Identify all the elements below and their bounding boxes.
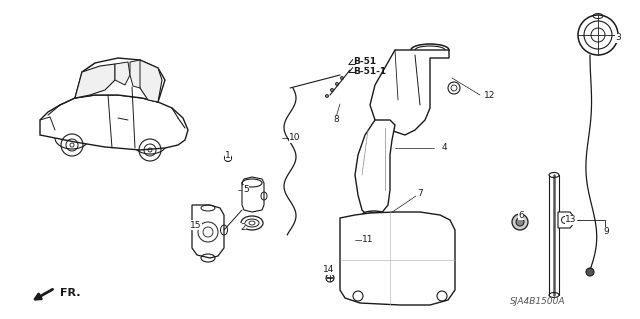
Polygon shape xyxy=(40,95,188,150)
Polygon shape xyxy=(130,60,140,88)
Text: 4: 4 xyxy=(441,144,447,152)
Text: 6: 6 xyxy=(518,211,524,219)
Text: FR.: FR. xyxy=(60,288,81,298)
Polygon shape xyxy=(135,60,162,102)
Text: 11: 11 xyxy=(362,235,374,244)
Polygon shape xyxy=(75,64,115,98)
Polygon shape xyxy=(242,177,264,212)
Polygon shape xyxy=(370,50,449,135)
Text: B-51-1: B-51-1 xyxy=(353,66,386,76)
Text: B-51: B-51 xyxy=(353,57,376,66)
Circle shape xyxy=(335,83,339,85)
Circle shape xyxy=(578,15,618,55)
Circle shape xyxy=(326,94,328,98)
Circle shape xyxy=(227,157,230,160)
Polygon shape xyxy=(355,120,395,218)
Polygon shape xyxy=(192,205,224,258)
Text: 8: 8 xyxy=(333,115,339,124)
Text: 12: 12 xyxy=(484,91,496,100)
Text: SJA4B1500A: SJA4B1500A xyxy=(510,298,566,307)
Circle shape xyxy=(516,218,524,226)
Circle shape xyxy=(512,214,528,230)
Circle shape xyxy=(330,88,333,92)
Polygon shape xyxy=(558,212,575,228)
Text: 15: 15 xyxy=(190,220,202,229)
Polygon shape xyxy=(340,212,455,305)
Text: 9: 9 xyxy=(603,227,609,236)
Ellipse shape xyxy=(411,44,449,56)
Circle shape xyxy=(340,77,344,79)
Polygon shape xyxy=(115,62,130,85)
Text: 3: 3 xyxy=(615,33,621,42)
Text: 1: 1 xyxy=(225,151,231,160)
Text: 5: 5 xyxy=(243,186,249,195)
Polygon shape xyxy=(75,58,165,102)
Text: 10: 10 xyxy=(289,133,301,143)
Text: 7: 7 xyxy=(417,189,423,197)
Text: 13: 13 xyxy=(565,216,577,225)
Text: 14: 14 xyxy=(323,265,335,275)
Text: 2: 2 xyxy=(240,224,246,233)
Circle shape xyxy=(586,268,594,276)
